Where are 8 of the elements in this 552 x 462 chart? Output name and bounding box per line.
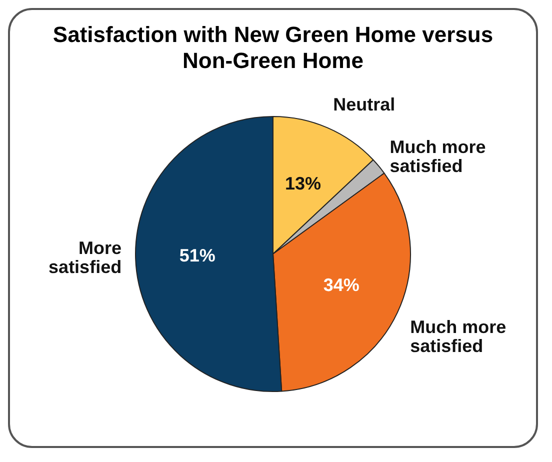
data-label: 51% bbox=[179, 245, 216, 266]
slice-label: More satisfied bbox=[48, 238, 122, 278]
slice-label: Much more satisfied bbox=[410, 316, 506, 356]
data-label: 13% bbox=[285, 174, 322, 194]
chart-title: Satisfaction with New Green Home versus Non-Green Home bbox=[52, 21, 494, 74]
data-label: 34% bbox=[323, 275, 360, 296]
slice-label: Much more satisfied bbox=[390, 136, 486, 176]
slice-label: Neutral bbox=[333, 94, 396, 114]
